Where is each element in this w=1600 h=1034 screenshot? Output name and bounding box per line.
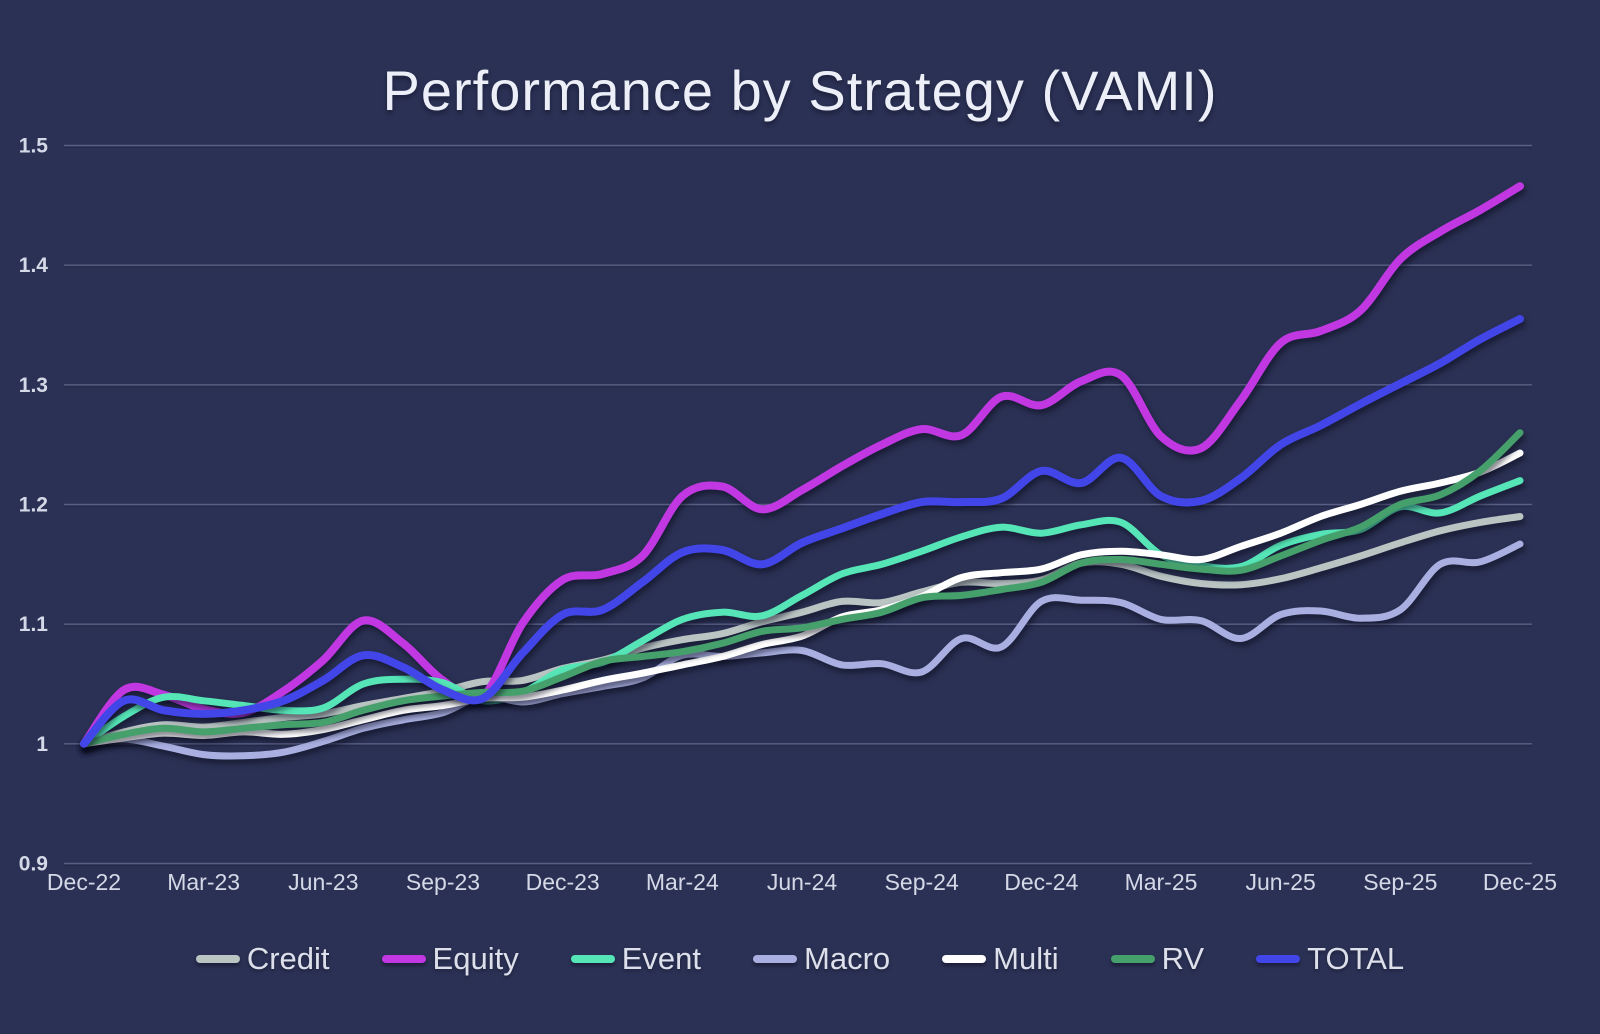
legend-swatch-macro (753, 955, 797, 963)
legend-swatch-rv (1110, 955, 1155, 963)
series-lines (80, 182, 1524, 760)
legend-item-rv[interactable]: RV (1110, 941, 1205, 977)
y-axis-labels: 0.9 1 1.1 1.2 1.3 1.4 1.5 (19, 135, 49, 876)
series-line-event (80, 477, 1524, 748)
y-tick-label: 0.9 (19, 853, 48, 876)
series-line-macro (80, 540, 1524, 760)
x-tick-label-Dec-25: Dec-25 (1483, 869, 1557, 895)
x-axis-labels: Dec-22 Mar-23 Jun-23 Sep-23 Dec-23 Mar-24 Jun-… (47, 869, 1557, 895)
x-tick-label-Sep-23: Sep-23 (406, 869, 480, 895)
x-tick-label-Mar-24: Mar-24 (646, 869, 719, 895)
legend-label-macro: Macro (804, 941, 891, 976)
legend-item-total[interactable]: TOTAL (1256, 941, 1404, 977)
legend: Credit Equity Event Macro Multi RV TOTAL (0, 941, 1600, 977)
x-tick-label-Jun-24: Jun-24 (767, 869, 838, 895)
x-tick-label-Dec-23: Dec-23 (526, 869, 600, 895)
legend-label-multi: Multi (993, 941, 1059, 976)
legend-item-multi[interactable]: Multi (942, 941, 1059, 977)
x-tick-label-Sep-25: Sep-25 (1363, 869, 1437, 895)
legend-label-equity: Equity (432, 941, 519, 976)
x-tick-label-Dec-24: Dec-24 (1004, 869, 1078, 895)
chart-title: Performance by Strategy (VAMI) (382, 59, 1218, 122)
legend-swatch-event (570, 955, 615, 963)
legend-label-rv: RV (1161, 941, 1205, 976)
series-line-multi (80, 449, 1524, 748)
legend-item-event[interactable]: Event (570, 941, 701, 977)
legend-label-total: TOTAL (1307, 941, 1405, 976)
legend-label-credit: Credit (246, 941, 330, 976)
series-line-equity (80, 182, 1524, 748)
y-tick-label: 1.1 (19, 613, 49, 636)
legend-swatch-equity (381, 955, 426, 963)
legend-item-macro[interactable]: Macro (753, 941, 890, 977)
x-tick-label-Jun-23: Jun-23 (288, 869, 358, 895)
legend-item-credit[interactable]: Credit (195, 941, 330, 977)
x-tick-label-Dec-22: Dec-22 (47, 869, 121, 895)
x-tick-label-Mar-23: Mar-23 (167, 869, 240, 895)
series-line-credit (80, 513, 1524, 748)
series-line-rv (80, 429, 1524, 748)
x-tick-label-Sep-24: Sep-24 (885, 869, 959, 895)
legend-swatch-total (1256, 955, 1301, 963)
gridlines (64, 144, 1532, 866)
x-tick-label-Jun-25: Jun-25 (1246, 869, 1316, 895)
legend-swatch-multi (942, 955, 987, 963)
legend-label-event: Event (621, 941, 701, 976)
legend-swatch-credit (195, 955, 240, 963)
y-tick-label: 1 (36, 733, 48, 756)
legend-item-equity[interactable]: Equity (381, 941, 519, 977)
series-line-total (80, 315, 1524, 748)
x-tick-label-Mar-25: Mar-25 (1125, 869, 1198, 895)
y-tick-label: 1.4 (19, 254, 49, 277)
y-tick-label: 1.5 (19, 135, 49, 158)
y-tick-label: 1.2 (19, 494, 48, 517)
y-tick-label: 1.3 (19, 374, 48, 397)
